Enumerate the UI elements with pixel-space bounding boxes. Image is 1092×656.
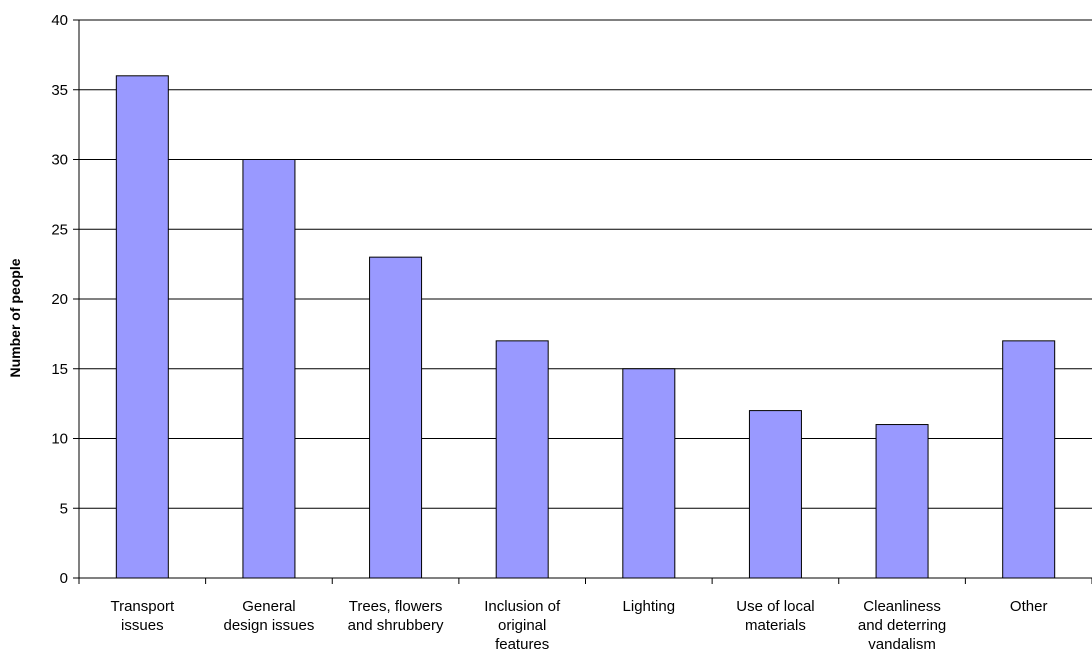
y-tick-label: 35 [51, 82, 68, 99]
bars [115, 75, 1056, 579]
x-category-label-line: Use of local [736, 598, 814, 615]
x-category-label: Lighting [623, 598, 676, 615]
gridlines [79, 19, 1092, 509]
x-category-label-line: original [498, 617, 546, 634]
y-tick-label: 40 [51, 12, 68, 29]
x-category-label: Cleanliness and deterring vandalism [858, 598, 946, 653]
y-tick-labels: 0 5 10 15 20 25 30 35 40 [51, 12, 68, 587]
bar [748, 410, 802, 579]
x-category-label-line: Other [1010, 598, 1048, 615]
y-tick-label: 25 [51, 221, 68, 238]
x-category-label-line: Trees, flowers [349, 598, 443, 615]
x-category-label-line: Lighting [623, 598, 676, 615]
y-tick-label: 5 [60, 500, 68, 517]
x-category-label-line: Transport [110, 598, 174, 615]
bar [369, 256, 423, 579]
y-tick-label: 15 [51, 361, 68, 378]
y-tick-label: 20 [51, 291, 68, 308]
x-category-label: Use of local materials [736, 598, 814, 634]
axes [73, 19, 1092, 584]
bar [115, 75, 169, 579]
bar [1002, 340, 1056, 579]
x-category-label-line: and deterring [858, 617, 946, 634]
y-tick-label: 10 [51, 431, 68, 448]
bar [242, 159, 296, 579]
x-category-label: General design issues [223, 598, 314, 634]
bar [622, 368, 676, 579]
y-tick-label: 0 [60, 570, 68, 587]
x-category-label-line: Cleanliness [863, 598, 941, 615]
x-category-label: Transport issues [110, 598, 174, 634]
x-category-label-line: issues [121, 617, 164, 634]
bar [875, 424, 929, 579]
x-category-label: Trees, flowers and shrubbery [348, 598, 444, 634]
x-category-labels: Transport issues General design issues Trees… [110, 598, 1047, 653]
x-category-label-line: vandalism [868, 636, 936, 653]
x-category-label-line: General [242, 598, 295, 615]
x-category-label-line: design issues [223, 617, 314, 634]
bar [495, 340, 549, 579]
x-category-label: Other [1010, 598, 1048, 615]
y-axis-label: Number of people [7, 258, 23, 377]
x-category-label: Inclusion of original features [484, 598, 561, 653]
x-category-label-line: and shrubbery [348, 617, 444, 634]
x-category-label-line: Inclusion of [484, 598, 561, 615]
x-category-label-line: materials [745, 617, 806, 634]
x-category-label-line: features [495, 636, 549, 653]
y-tick-label: 30 [51, 152, 68, 169]
